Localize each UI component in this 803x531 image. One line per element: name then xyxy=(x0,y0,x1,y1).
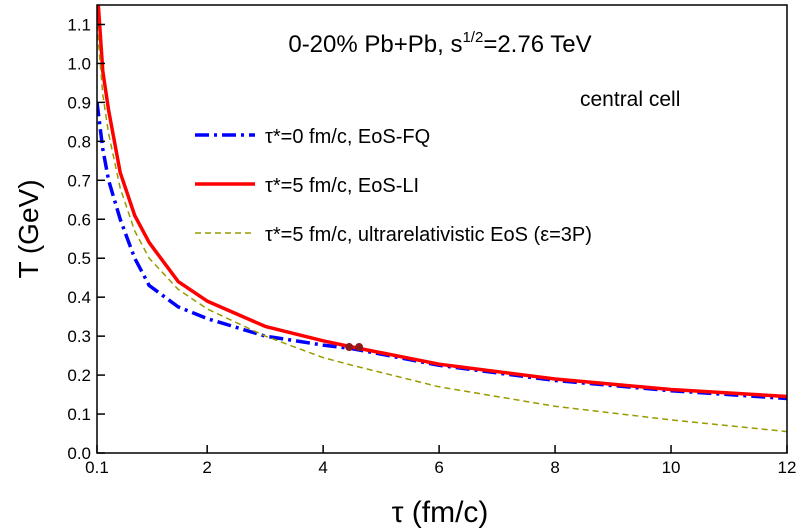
series-line xyxy=(97,102,787,401)
legend-label: τ*=5 fm/c, ultrarelativistic EoS (ε=3P) xyxy=(265,224,592,246)
x-tick-label: 2 xyxy=(202,458,211,477)
series-line xyxy=(97,5,787,399)
y-tick-label: 0.0 xyxy=(67,444,91,463)
series-line xyxy=(97,24,787,433)
y-tick-label: 0.3 xyxy=(67,327,91,346)
x-tick-label: 10 xyxy=(662,458,681,477)
y-tick-label: 0.1 xyxy=(67,405,91,424)
title-sup: 1/2 xyxy=(462,29,483,46)
legend-label: τ*=5 fm/c, EoS-LI xyxy=(265,175,419,197)
y-tick-label: 1.0 xyxy=(67,54,91,73)
annotation: central cell xyxy=(580,88,680,111)
plot-frame xyxy=(96,4,788,454)
x-axis-label: τ (fm/c) xyxy=(392,496,489,529)
y-tick-label: 0.9 xyxy=(67,93,91,112)
title-part: =2.76 TeV xyxy=(483,31,591,58)
plot-area xyxy=(97,5,787,433)
x-tick-label: 6 xyxy=(434,458,443,477)
y-tick-label: 0.5 xyxy=(67,249,91,268)
y-tick-label: 0.7 xyxy=(67,171,91,190)
x-tick-label: 4 xyxy=(318,458,327,477)
y-tick-label: 0.6 xyxy=(67,210,91,229)
x-tick-label: 12 xyxy=(778,458,797,477)
x-tick-label: 8 xyxy=(550,458,559,477)
y-tick-label: 1.1 xyxy=(67,15,91,34)
marker-point xyxy=(355,343,364,352)
chart-title: 0-20% Pb+Pb, s1/2=2.76 TeV xyxy=(288,29,591,58)
legend-label: τ*=0 fm/c, EoS-FQ xyxy=(265,126,430,148)
title-part: 0-20% Pb+Pb, s xyxy=(288,31,462,58)
marker-point xyxy=(345,343,354,352)
y-tick-label: 0.8 xyxy=(67,132,91,151)
y-tick-label: 0.4 xyxy=(67,288,91,307)
y-tick-label: 0.2 xyxy=(67,366,91,385)
x-tick-label: 0.1 xyxy=(85,458,109,477)
y-axis-label: T (GeV) xyxy=(13,179,44,278)
